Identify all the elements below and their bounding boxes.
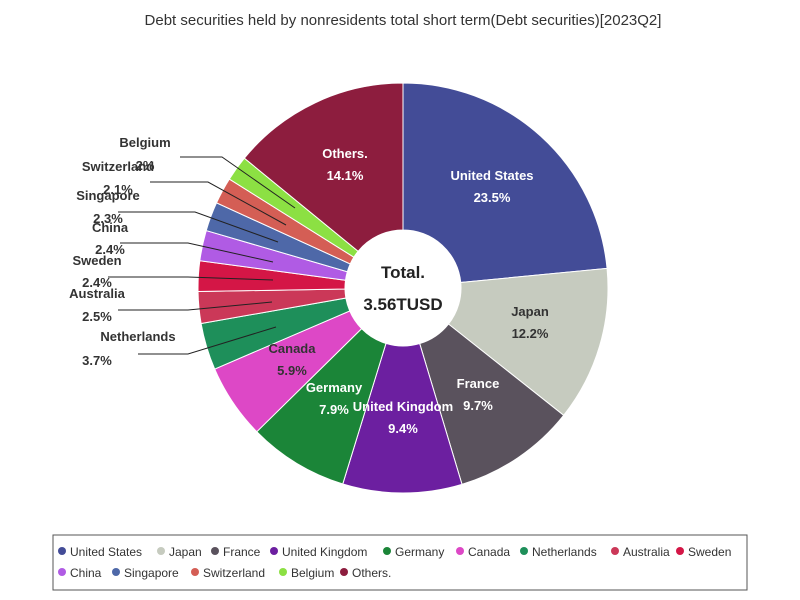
legend-item-united-kingdom[interactable]: United Kingdom	[282, 545, 367, 559]
legend-swatch-switzerland	[191, 568, 199, 576]
slice-labels: United States 23.5% Japan 12.2% France 9.7% Un…	[69, 135, 549, 436]
leader-line-china	[120, 242, 274, 263]
legend-item-united-states[interactable]: United States	[70, 545, 142, 559]
slice-label-australia: Australia	[69, 286, 125, 301]
legend-swatch-sweden	[676, 547, 684, 555]
legend-swatch-canada	[456, 547, 464, 555]
leader-line-belgium	[180, 156, 296, 209]
legend-item-singapore[interactable]: Singapore	[124, 566, 179, 580]
slice-value-switzerland: 2.1%	[103, 182, 133, 197]
legend-item-switzerland[interactable]: Switzerland	[203, 566, 265, 580]
slice-value-others: 14.1%	[327, 168, 364, 183]
legend-item-sweden[interactable]: Sweden	[688, 545, 731, 559]
slice-value-canada: 5.9%	[277, 363, 307, 378]
center-label: Total.	[381, 263, 425, 282]
slice-label-canada: Canada	[269, 341, 317, 356]
legend-item-belgium[interactable]: Belgium	[291, 566, 334, 580]
slice-label-china: China	[92, 220, 129, 235]
legend-swatch-united-states	[58, 547, 66, 555]
slice-value-netherlands: 3.7%	[82, 353, 112, 368]
slice-label-singapore: Singapore	[76, 188, 140, 203]
slice-label-sweden: Sweden	[72, 253, 121, 268]
slice-label-france: France	[457, 376, 500, 391]
slice-value-united-states: 23.5%	[474, 190, 511, 205]
slice-value-sweden: 2.4%	[82, 275, 112, 290]
slice-label-united-kingdom: United Kingdom	[353, 399, 453, 414]
leader-lines	[108, 156, 296, 355]
legend-item-japan[interactable]: Japan	[169, 545, 202, 559]
slice-value-china: 2.4%	[95, 242, 125, 257]
legend-swatch-united-kingdom	[270, 547, 278, 555]
slice-label-germany: Germany	[306, 380, 363, 395]
legend: United States Japan France United Kingdom Ge…	[58, 545, 731, 580]
leader-line-netherlands	[138, 326, 277, 355]
slice-value-united-kingdom: 9.4%	[388, 421, 418, 436]
slice-value-france: 9.7%	[463, 398, 493, 413]
legend-item-netherlands[interactable]: Netherlands	[532, 545, 597, 559]
slice-label-belgium: Belgium	[119, 135, 170, 150]
slice-value-germany: 7.9%	[319, 402, 349, 417]
legend-swatch-china	[58, 568, 66, 576]
slice-value-belgium: 2%	[136, 158, 155, 173]
legend-swatch-australia	[611, 547, 619, 555]
leader-line-australia	[118, 301, 273, 311]
legend-swatch-japan	[157, 547, 165, 555]
slice-label-japan: Japan	[511, 304, 549, 319]
legend-swatch-france	[211, 547, 219, 555]
legend-item-australia[interactable]: Australia	[623, 545, 670, 559]
slice-label-netherlands: Netherlands	[100, 329, 175, 344]
slice-label-others: Others.	[322, 146, 368, 161]
legend-item-canada[interactable]: Canada	[468, 545, 510, 559]
center-value: 3.56TUSD	[363, 295, 442, 314]
legend-swatch-netherlands	[520, 547, 528, 555]
legend-item-china[interactable]: China	[70, 566, 102, 580]
slice-value-japan: 12.2%	[512, 326, 549, 341]
slice-value-australia: 2.5%	[82, 309, 112, 324]
chart-title: Debt securities held by nonresidents tot…	[145, 12, 662, 29]
slice-label-united-states: United States	[450, 168, 533, 183]
leader-line-singapore	[118, 211, 279, 243]
legend-swatch-singapore	[112, 568, 120, 576]
slice-label-switzerland: Switzerland	[82, 159, 154, 174]
legend-swatch-belgium	[279, 568, 287, 576]
leader-line-sweden	[108, 276, 274, 281]
slice-value-singapore: 2.3%	[93, 211, 123, 226]
legend-item-others[interactable]: Others.	[352, 566, 391, 580]
leader-line-switzerland	[150, 181, 287, 226]
legend-swatch-germany	[383, 547, 391, 555]
legend-item-france[interactable]: France	[223, 545, 261, 559]
legend-box	[52, 534, 748, 591]
legend-swatch-others	[340, 568, 348, 576]
donut-hole	[345, 230, 461, 346]
legend-item-germany[interactable]: Germany	[395, 545, 444, 559]
